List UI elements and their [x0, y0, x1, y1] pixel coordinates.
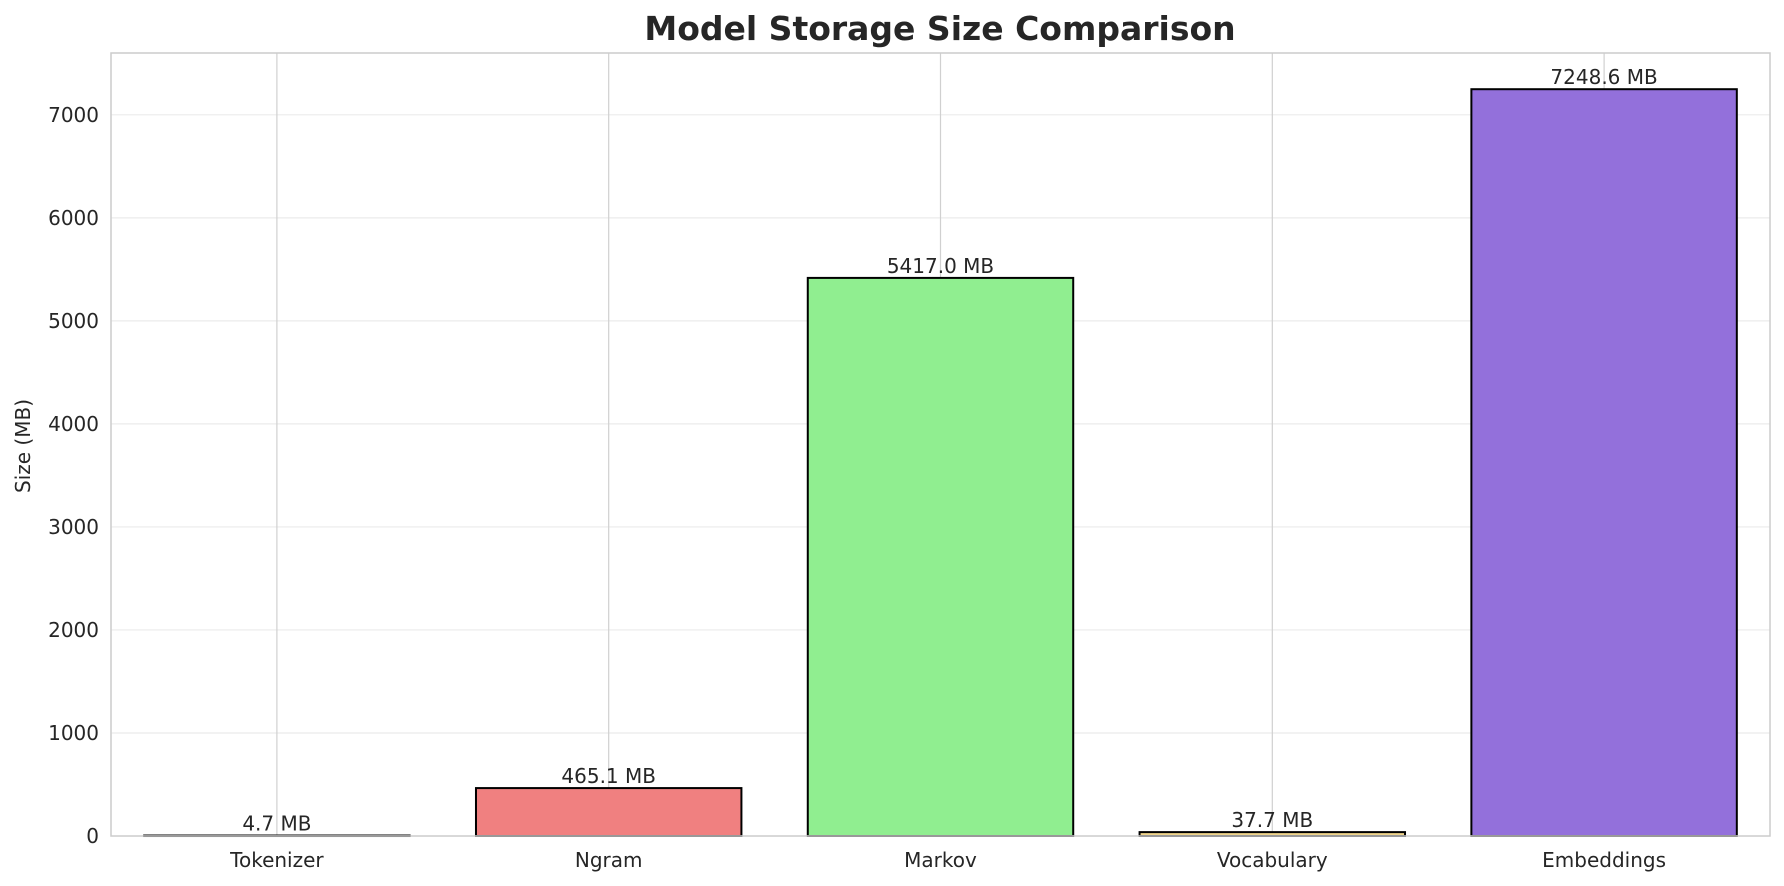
- axis-ticks: 0 1000 2000 3000 4000 5000 6000 7000 Tokenizer Ng…: [48, 103, 1666, 872]
- y-tick-label: 5000: [48, 309, 99, 333]
- y-tick-label: 3000: [48, 515, 99, 539]
- y-tick-label: 7000: [48, 103, 99, 127]
- y-tick-label: 0: [86, 824, 99, 848]
- data-labels: 4.7 MB 465.1 MB 5417.0 MB 37.7 MB 7248.6 MB: [242, 65, 1657, 835]
- y-tick-label: 6000: [48, 206, 99, 230]
- data-label: 4.7 MB: [242, 812, 311, 836]
- y-axis-label: Size (MB): [11, 399, 35, 493]
- x-tick-label: Tokenizer: [229, 848, 324, 872]
- x-tick-label: Vocabulary: [1217, 848, 1328, 872]
- bar-embeddings: [1470, 88, 1738, 838]
- plot-frame: [110, 52, 1771, 837]
- x-tick-label: Markov: [904, 848, 977, 872]
- bar-markov: [806, 276, 1075, 837]
- bars: [143, 88, 1738, 838]
- y-tick-label: 4000: [48, 412, 99, 436]
- data-label: 7248.6 MB: [1550, 65, 1657, 89]
- y-tick-label: 2000: [48, 618, 99, 642]
- y-tick-label: 1000: [48, 721, 99, 745]
- bar-ngram: [474, 787, 743, 837]
- data-label: 5417.0 MB: [887, 254, 994, 278]
- x-tick-label: Embeddings: [1542, 848, 1666, 872]
- data-label: 37.7 MB: [1231, 808, 1313, 832]
- chart-title: Model Storage Size Comparison: [644, 9, 1235, 48]
- data-label: 465.1 MB: [561, 764, 656, 788]
- x-tick-label: Ngram: [575, 848, 643, 872]
